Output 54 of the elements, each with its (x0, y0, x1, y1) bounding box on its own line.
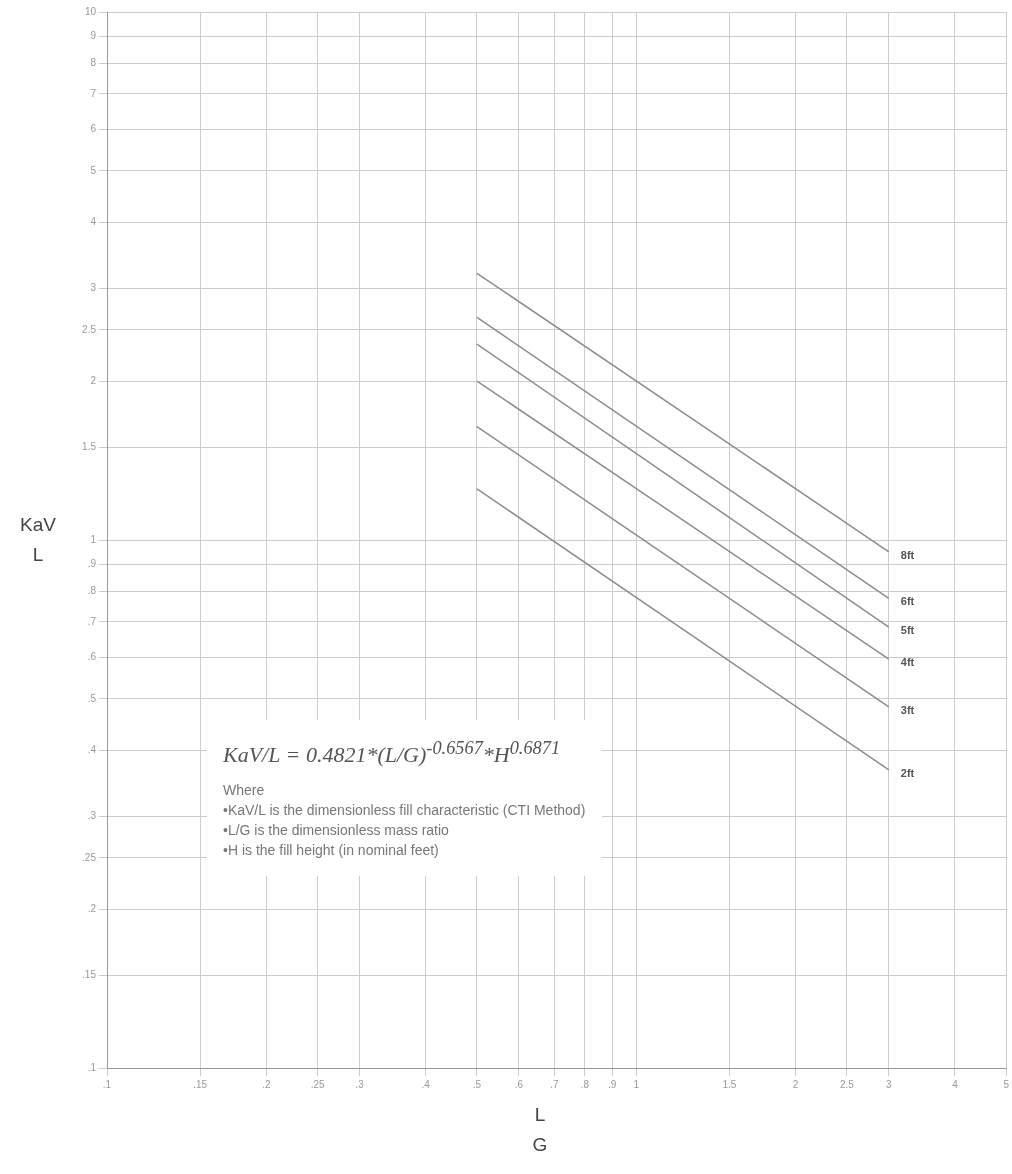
x-tick-label: .9 (607, 1078, 617, 1090)
series-label: 5ft (900, 624, 915, 637)
y-tick-label: .5 (87, 692, 97, 704)
series-label: 4ft (900, 656, 915, 669)
annotation: •KaV/L is the dimensionless fill characteristic (CTI Method) (223, 802, 586, 819)
y-tick-label: .25 (82, 851, 97, 863)
y-tick-label: .7 (87, 615, 97, 627)
series-label: 6ft (900, 595, 915, 608)
x-tick-label: 1.5 (722, 1078, 737, 1090)
y-tick-label: 6 (90, 122, 97, 134)
x-tick-label: 4 (952, 1078, 959, 1090)
y-tick-label: .2 (87, 902, 97, 914)
series-label: 3ft (900, 703, 915, 716)
x-tick-label: 2.5 (839, 1078, 855, 1090)
x-tick-label: .2 (262, 1078, 271, 1090)
annotation: KaV/L = 0.4821*(L/G)$^{-0.6567}$*H$^{0.6871}$ (223, 738, 562, 769)
y-tick-label: 1.5 (82, 440, 97, 452)
y-tick-label: .4 (87, 743, 97, 755)
y-tick-label: .3 (87, 809, 97, 821)
x-tick-label: .1 (102, 1078, 112, 1090)
y-tick-label: 8 (90, 56, 97, 68)
x-tick-label: .15 (193, 1078, 208, 1090)
annotation: Where (223, 782, 266, 799)
x-tick-label: 5 (1003, 1078, 1010, 1090)
x-tick-label: .6 (514, 1078, 524, 1090)
x-tick-label: .25 (310, 1078, 326, 1090)
series-label: 2ft (900, 766, 915, 779)
annotation: •L/G is the dimensionless mass ratio (223, 822, 450, 839)
y-tick-label: 3 (90, 281, 97, 293)
y-tick-label: .1 (87, 1061, 97, 1073)
x-tick-label: .3 (355, 1078, 365, 1090)
x-tick-label: 3 (886, 1078, 893, 1090)
x-tick-label: .7 (550, 1078, 559, 1090)
y-tick-label: 4 (90, 215, 97, 227)
y-axis-title: KaV L (19, 513, 57, 567)
annotation: •H is the fill height (in nominal feet) (223, 842, 440, 859)
x-tick-label: .8 (580, 1078, 590, 1090)
y-tick-label: .8 (87, 584, 97, 596)
y-tick-label: 7 (90, 87, 97, 99)
y-tick-label: .9 (87, 557, 97, 569)
y-tick-label: 10 (84, 5, 97, 17)
y-tick-label: 1 (90, 533, 97, 545)
x-tick-label: 2 (792, 1078, 799, 1090)
y-tick-label: 9 (90, 29, 97, 41)
x-axis-title: L G (531, 1103, 549, 1157)
x-tick-label: 1 (633, 1078, 640, 1090)
y-tick-label: .6 (87, 650, 97, 662)
x-tick-label: .4 (421, 1078, 431, 1090)
y-tick-label: 5 (90, 164, 97, 176)
y-tick-label: 2.5 (82, 323, 97, 335)
series-label: 8ft (900, 548, 915, 561)
y-tick-label: .15 (82, 968, 97, 980)
y-tick-label: 2 (90, 374, 97, 386)
x-tick-label: .5 (472, 1078, 482, 1090)
